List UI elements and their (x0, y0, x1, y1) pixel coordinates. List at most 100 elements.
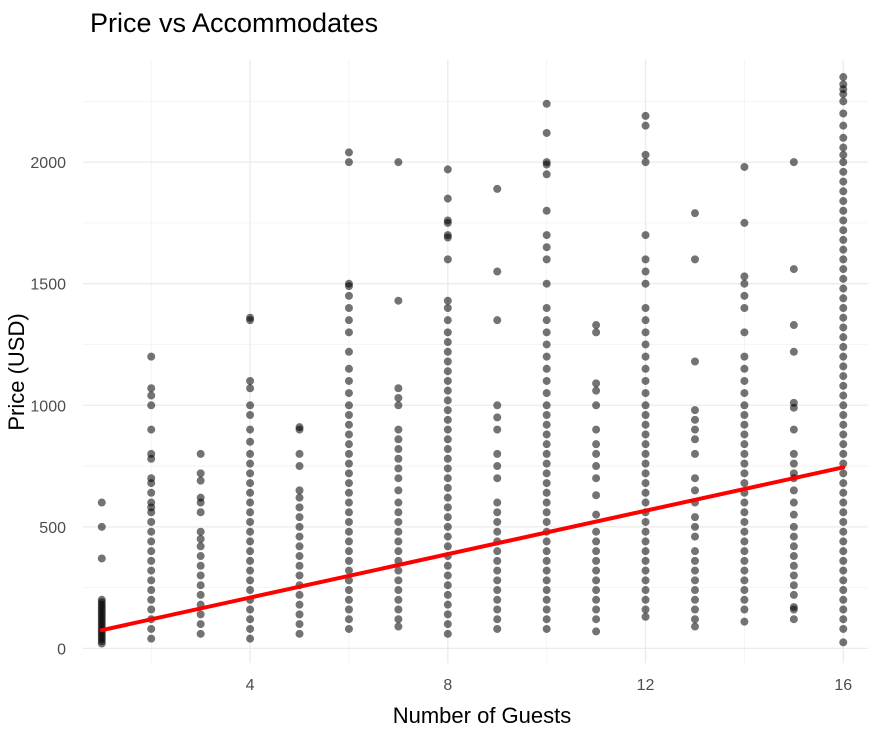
data-point (690, 522, 699, 531)
data-point (839, 605, 848, 614)
data-point (246, 376, 255, 385)
data-point (443, 483, 452, 492)
data-point (295, 449, 304, 458)
data-point (443, 255, 452, 264)
data-point (344, 430, 353, 439)
data-point (542, 459, 551, 468)
data-point (97, 498, 106, 507)
data-point (147, 384, 156, 393)
data-point (789, 459, 798, 468)
data-point (295, 542, 304, 551)
data-point (839, 323, 848, 332)
data-point (443, 406, 452, 415)
data-point (839, 391, 848, 400)
data-point (493, 413, 502, 422)
data-point (344, 401, 353, 410)
data-point (196, 620, 205, 629)
data-point (641, 111, 650, 120)
data-point (690, 576, 699, 585)
data-point (394, 498, 403, 507)
data-point (789, 552, 798, 561)
data-point (740, 556, 749, 565)
data-point (592, 576, 601, 585)
data-point (789, 510, 798, 519)
data-point (246, 634, 255, 643)
data-point (246, 316, 255, 325)
data-point (839, 197, 848, 206)
x-axis-ticks: 4 8 12 16 (246, 677, 853, 694)
data-point (542, 595, 551, 604)
chart-title: Price vs Accommodates (90, 8, 378, 38)
data-point (542, 279, 551, 288)
data-point (394, 158, 403, 167)
data-point (690, 435, 699, 444)
data-point (443, 415, 452, 424)
data-point (542, 255, 551, 264)
data-point (443, 561, 452, 570)
data-point (147, 391, 156, 400)
data-point (443, 386, 452, 395)
data-point (443, 347, 452, 356)
data-point (542, 537, 551, 546)
data-point (690, 556, 699, 565)
data-point (147, 556, 156, 565)
data-point (542, 410, 551, 419)
data-point (344, 556, 353, 565)
data-point (839, 177, 848, 186)
data-point (641, 605, 650, 614)
data-point (641, 612, 650, 621)
data-point (740, 376, 749, 385)
data-point (740, 420, 749, 429)
x-tick-label: 4 (246, 677, 255, 694)
y-tick-label: 1000 (30, 398, 66, 415)
data-point (542, 206, 551, 215)
data-point (196, 610, 205, 619)
data-point (839, 206, 848, 215)
data-point (394, 566, 403, 575)
data-point (493, 184, 502, 193)
data-point (690, 415, 699, 424)
data-point (196, 534, 205, 543)
data-point (344, 488, 353, 497)
data-point (295, 629, 304, 638)
data-point (443, 542, 452, 551)
data-point (344, 547, 353, 556)
data-point (690, 586, 699, 595)
data-point (394, 517, 403, 526)
data-point (246, 556, 255, 565)
data-point (147, 508, 156, 517)
data-point (344, 469, 353, 478)
data-point (295, 571, 304, 580)
data-point (740, 272, 749, 281)
data-point (394, 508, 403, 517)
data-point (394, 537, 403, 546)
data-point (740, 469, 749, 478)
data-point (740, 595, 749, 604)
data-point (740, 605, 749, 614)
data-point (443, 610, 452, 619)
data-point (641, 150, 650, 159)
data-point (690, 615, 699, 624)
data-point (839, 420, 848, 429)
data-point (394, 425, 403, 434)
data-point (295, 561, 304, 570)
data-point (641, 401, 650, 410)
data-point (295, 503, 304, 512)
data-point (344, 158, 353, 167)
data-point (196, 629, 205, 638)
data-point (196, 508, 205, 517)
data-point (592, 566, 601, 575)
x-tick-label: 16 (834, 677, 852, 694)
data-point (394, 622, 403, 631)
data-point (394, 527, 403, 536)
data-point (839, 342, 848, 351)
data-point (344, 328, 353, 337)
data-point (542, 586, 551, 595)
data-point (97, 639, 106, 648)
data-point (542, 479, 551, 488)
data-point (839, 121, 848, 130)
data-point (690, 357, 699, 366)
data-point (839, 255, 848, 264)
data-point (839, 133, 848, 142)
data-point (839, 304, 848, 313)
